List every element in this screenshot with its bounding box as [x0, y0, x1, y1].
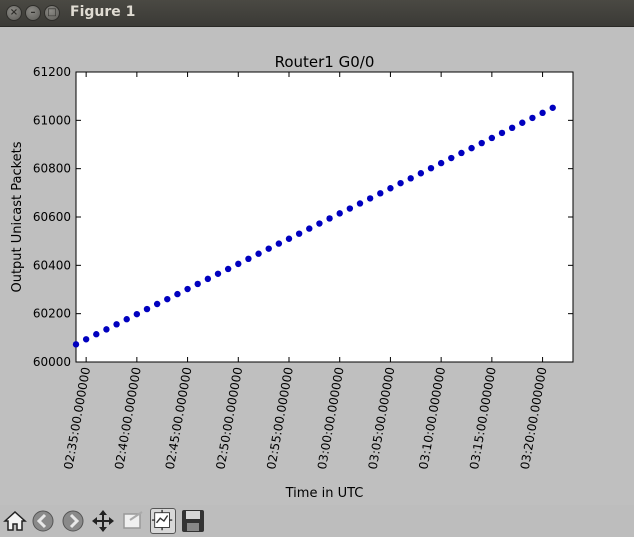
y-tick-label: 61000 — [33, 113, 71, 127]
zoom-button[interactable] — [120, 508, 146, 534]
data-point — [214, 270, 222, 277]
y-tick-label: 60400 — [33, 258, 71, 272]
x-tick-label: 03:15:00.000000 — [467, 366, 499, 470]
data-point — [93, 331, 100, 338]
pan-icon — [92, 510, 114, 532]
x-tick-label: 03:00:00.000000 — [315, 366, 347, 470]
plot-area — [75, 71, 574, 363]
x-tick-label: 02:35:00.000000 — [61, 366, 93, 470]
window-titlebar: × – □ Figure 1 — [0, 0, 634, 27]
home-button[interactable] — [2, 508, 28, 534]
data-point — [204, 275, 212, 283]
data-point — [245, 255, 252, 263]
x-tick-label: 02:50:00.000000 — [213, 366, 245, 470]
data-point — [427, 164, 435, 172]
data-point — [488, 134, 496, 142]
data-point — [326, 215, 333, 222]
x-axis-label: Time in UTC — [285, 486, 364, 501]
y-tick-label: 60600 — [33, 210, 71, 224]
data-point — [508, 124, 516, 132]
data-point — [194, 280, 201, 288]
window-title: Figure 1 — [70, 4, 136, 20]
data-point — [377, 190, 384, 197]
data-point — [265, 245, 272, 252]
data-point — [437, 159, 445, 167]
data-point — [316, 220, 323, 227]
data-point — [113, 321, 120, 328]
x-tick-label: 02:45:00.000000 — [163, 366, 195, 470]
x-tick-label: 03:05:00.000000 — [366, 366, 398, 470]
x-tick-label: 03:20:00.000000 — [518, 366, 550, 470]
subplots-button[interactable] — [150, 508, 176, 534]
data-point — [123, 316, 130, 323]
data-point — [72, 341, 80, 348]
figure-canvas: Router1 G0/0 Output Unicast Packets Time… — [0, 27, 634, 505]
minimize-icon[interactable]: – — [25, 5, 41, 21]
data-point — [174, 290, 181, 298]
data-point — [549, 104, 556, 111]
zoom-icon — [123, 511, 143, 529]
data-point — [235, 260, 242, 268]
chart: Router1 G0/0 Output Unicast Packets Time… — [10, 53, 574, 501]
back-icon — [32, 510, 54, 532]
data-point — [458, 149, 465, 157]
x-tick-label: 03:10:00.000000 — [416, 366, 448, 470]
data-point — [153, 300, 161, 308]
data-point — [468, 144, 475, 152]
data-point — [448, 154, 455, 162]
forward-icon — [62, 510, 84, 532]
data-point — [224, 265, 232, 273]
data-point — [539, 109, 546, 117]
chart-title: Router1 G0/0 — [275, 53, 375, 71]
data-point — [103, 326, 110, 333]
data-point — [255, 250, 262, 257]
data-point — [366, 195, 374, 202]
data-point — [306, 225, 313, 232]
data-point — [529, 114, 536, 122]
data-point — [397, 179, 404, 187]
save-button[interactable] — [180, 508, 206, 534]
data-point — [346, 205, 354, 212]
data-point — [184, 285, 191, 293]
data-point — [417, 170, 425, 177]
maximize-icon[interactable]: □ — [44, 5, 60, 21]
data-point — [82, 336, 90, 343]
data-point — [164, 295, 171, 303]
x-tick-label: 02:55:00.000000 — [264, 366, 296, 470]
y-tick-label: 60200 — [33, 307, 71, 321]
data-point — [275, 240, 283, 247]
y-tick-label: 60000 — [33, 355, 71, 369]
data-point — [285, 235, 293, 242]
home-icon — [3, 510, 27, 531]
data-point — [133, 310, 141, 318]
data-point — [143, 305, 151, 313]
x-tick-label: 02:40:00.000000 — [112, 366, 144, 470]
y-tick-label: 60800 — [33, 162, 71, 176]
data-point — [336, 210, 343, 217]
data-point — [356, 200, 364, 207]
subplots-icon — [151, 509, 173, 531]
data-point — [519, 119, 526, 126]
data-point — [498, 129, 506, 137]
navigation-toolbar — [0, 505, 634, 537]
pan-button[interactable] — [90, 508, 116, 534]
y-axis-label: Output Unicast Packets — [10, 141, 25, 292]
save-icon — [182, 510, 204, 532]
data-point — [478, 139, 485, 147]
data-point — [295, 230, 303, 237]
y-tick-label: 61200 — [33, 65, 71, 79]
back-button[interactable] — [30, 508, 56, 534]
data-point — [387, 185, 394, 192]
data-point — [407, 175, 414, 182]
forward-button[interactable] — [60, 508, 86, 534]
close-icon[interactable]: × — [6, 5, 22, 21]
